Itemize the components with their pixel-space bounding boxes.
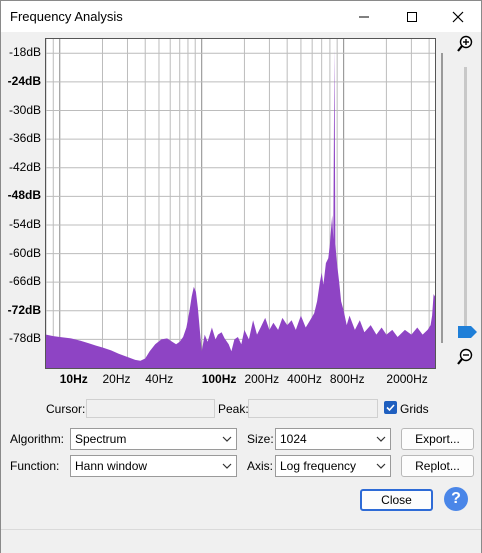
x-tick-label: 10Hz <box>59 372 88 386</box>
cursor-readout <box>86 399 215 418</box>
y-tick-label: -60dB <box>8 245 41 260</box>
help-button[interactable]: ? <box>444 487 468 511</box>
zoom-in-icon[interactable] <box>456 35 474 53</box>
zoom-slider-track[interactable] <box>464 67 467 331</box>
x-tick-label: 20Hz <box>102 372 131 386</box>
window-title: Frequency Analysis <box>10 9 123 24</box>
x-tick-label: 2000Hz <box>386 372 428 386</box>
axis-label: Axis: <box>247 459 274 473</box>
x-tick-label: 200Hz <box>244 372 280 386</box>
grids-checkbox[interactable] <box>384 401 397 414</box>
zoom-slider-thumb[interactable] <box>458 326 477 338</box>
x-tick-label: 800Hz <box>329 372 365 386</box>
checkmark-icon <box>386 404 395 412</box>
x-tick-label: 400Hz <box>287 372 322 386</box>
peak-label: Peak: <box>218 402 249 416</box>
title-bar: Frequency Analysis <box>1 1 481 32</box>
y-tick-label: -72dB <box>7 302 41 317</box>
spectrum-area <box>46 48 435 368</box>
size-select[interactable]: 1024 <box>275 428 391 450</box>
chevron-down-icon <box>222 463 232 469</box>
y-tick-label: -24dB <box>7 73 41 88</box>
zoom-out-icon[interactable] <box>456 348 474 366</box>
close-icon <box>452 11 464 22</box>
algorithm-value: Spectrum <box>75 432 127 446</box>
y-tick-label: -48dB <box>7 188 41 203</box>
close-window-button[interactable] <box>435 1 481 32</box>
size-label: Size: <box>247 432 274 446</box>
replot-button[interactable]: Replot... <box>401 455 474 477</box>
function-value: Hann window <box>75 459 148 473</box>
size-value: 1024 <box>280 432 307 446</box>
y-tick-label: -78dB <box>8 331 41 346</box>
export-button[interactable]: Export... <box>401 428 474 450</box>
y-tick-label: -36dB <box>8 131 41 146</box>
axis-select[interactable]: Log frequency <box>275 455 391 477</box>
algorithm-label: Algorithm: <box>10 432 65 446</box>
algorithm-select[interactable]: Spectrum <box>70 428 237 450</box>
axis-value: Log frequency <box>280 459 357 473</box>
minimize-button[interactable] <box>341 1 387 32</box>
chevron-down-icon <box>376 463 386 469</box>
plot-vertical-scrollbar[interactable] <box>441 53 443 343</box>
spectrum-plot[interactable] <box>45 38 436 369</box>
y-tick-label: -30dB <box>8 102 41 117</box>
chevron-down-icon <box>376 436 386 442</box>
minimize-icon <box>359 16 369 17</box>
status-bar <box>1 529 481 553</box>
y-tick-label: -54dB <box>8 216 41 231</box>
x-tick-label: 40Hz <box>145 372 174 386</box>
close-button[interactable]: Close <box>360 489 433 511</box>
spectrum-chart <box>46 39 435 368</box>
peak-readout <box>248 399 378 418</box>
maximize-icon <box>407 11 417 22</box>
function-select[interactable]: Hann window <box>70 455 237 477</box>
maximize-button[interactable] <box>389 1 435 32</box>
function-label: Function: <box>10 459 60 473</box>
grids-label: Grids <box>400 402 429 416</box>
y-tick-label: -42dB <box>8 159 41 174</box>
y-tick-label: -66dB <box>8 274 41 289</box>
chevron-down-icon <box>222 436 232 442</box>
cursor-label: Cursor: <box>46 402 86 416</box>
y-tick-label: -18dB <box>8 45 41 60</box>
x-tick-label: 100Hz <box>201 372 237 386</box>
help-icon: ? <box>451 490 461 507</box>
